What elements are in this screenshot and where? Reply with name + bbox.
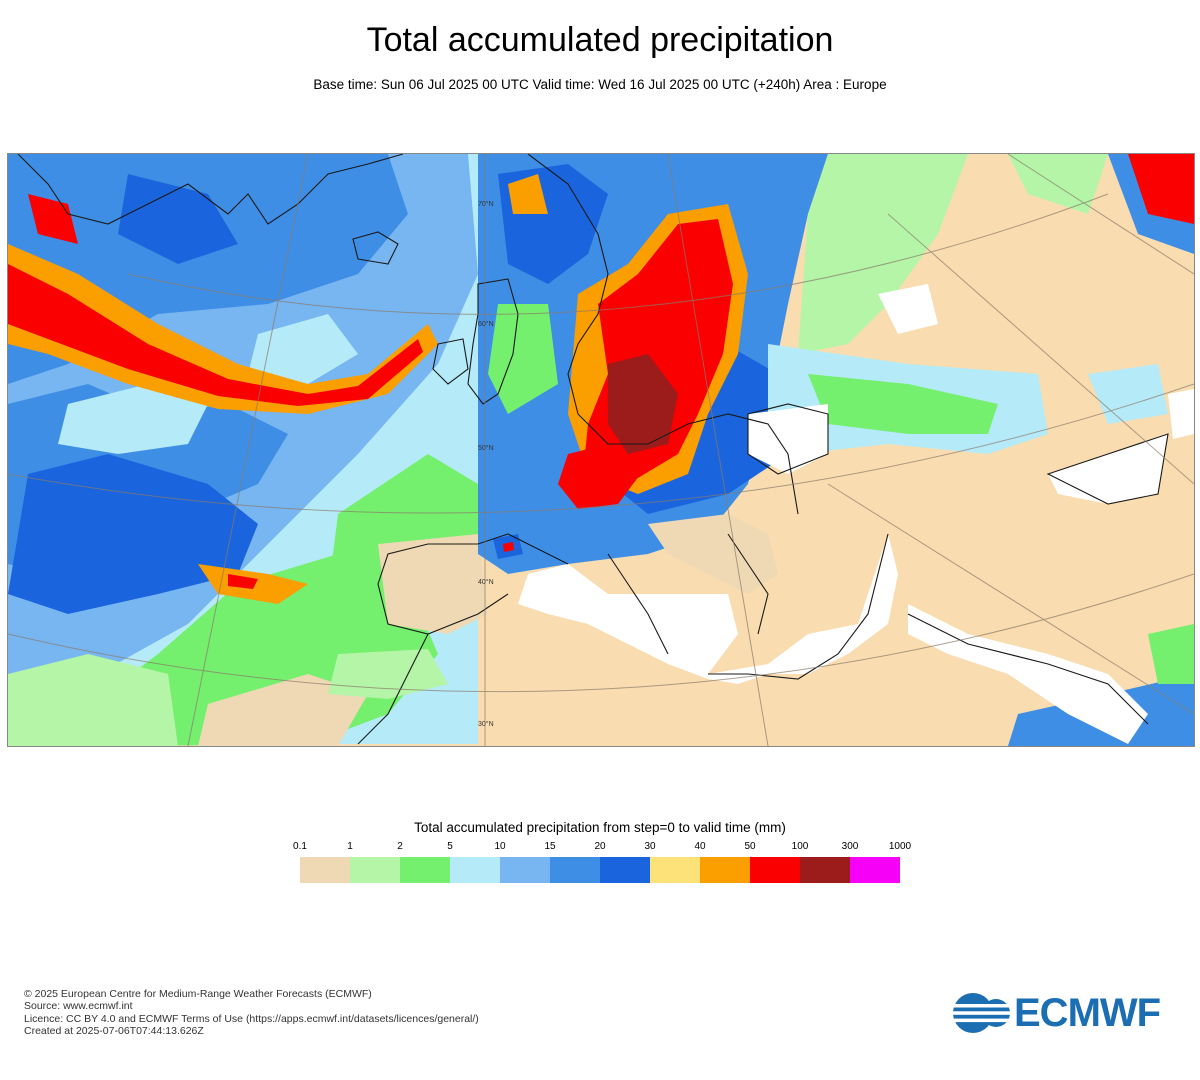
lat-label-30: 30°N xyxy=(478,720,494,728)
atlantic-rain-band xyxy=(8,194,438,604)
legend-swatch xyxy=(350,857,400,883)
page-title: Total accumulated precipitation xyxy=(366,21,834,59)
legend-tick-label: 5 xyxy=(447,841,453,852)
dry-seas xyxy=(518,284,1194,744)
legend-tick-label: 0.1 xyxy=(293,841,307,852)
corsica-red-spot xyxy=(503,542,514,552)
legend-title: Total accumulated precipitation from ste… xyxy=(414,820,786,835)
legend-tick-label: 40 xyxy=(694,841,706,852)
east-europe-precip xyxy=(768,154,1194,746)
legend-swatch xyxy=(450,857,500,883)
lat-label-50: 50°N xyxy=(478,444,494,452)
legend-swatch xyxy=(600,857,650,883)
legend-swatch xyxy=(400,857,450,883)
precipitation-map[interactable]: 70°N 60°N 50°N 40°N 30°N xyxy=(7,153,1195,747)
ecmwf-logo[interactable]: ECMWF xyxy=(952,990,1182,1036)
legend-swatch xyxy=(800,857,850,883)
legend-tick-label: 10 xyxy=(494,841,506,852)
legend-tick-label: 50 xyxy=(744,841,756,852)
lat-label-70: 70°N xyxy=(478,200,494,208)
map-canvas: 70°N 60°N 50°N 40°N 30°N xyxy=(8,154,1194,746)
legend-tick-label: 30 xyxy=(644,841,656,852)
legend-tick-label: 20 xyxy=(594,841,606,852)
legend-tick-label: 15 xyxy=(544,841,556,852)
lat-label-60: 60°N xyxy=(478,320,494,328)
legend-tick-label: 2 xyxy=(397,841,403,852)
legend-swatch xyxy=(850,857,900,883)
legend-swatch xyxy=(700,857,750,883)
footer-copyright: © 2025 European Centre for Medium-Range … xyxy=(24,988,372,1000)
footer-source[interactable]: Source: www.ecmwf.int xyxy=(24,1000,133,1013)
legend-tick-label: 300 xyxy=(841,841,859,852)
legend-swatch xyxy=(500,857,550,883)
legend-tick-label: 100 xyxy=(791,841,809,852)
legend-colorbar xyxy=(300,857,900,883)
legend-swatch xyxy=(550,857,600,883)
legend-swatch xyxy=(750,857,800,883)
graticule xyxy=(8,154,1194,746)
latitude-labels: 70°N 60°N 50°N 40°N 30°N xyxy=(478,200,494,728)
iberia-africa-precip xyxy=(198,534,488,746)
page-subtitle: Base time: Sun 06 Jul 2025 00 UTC Valid … xyxy=(313,77,887,92)
coastlines xyxy=(17,154,1169,745)
legend-swatch xyxy=(300,857,350,883)
lat-label-40: 40°N xyxy=(478,578,494,586)
footer-licence[interactable]: Licence: CC BY 4.0 and ECMWF Terms of Us… xyxy=(24,1012,479,1025)
footer-credits: © 2025 European Centre for Medium-Range … xyxy=(24,988,479,1037)
legend-tick-label: 1000 xyxy=(888,841,912,852)
legend-tick-label: 1 xyxy=(347,841,353,852)
ecmwf-logo-text: ECMWF xyxy=(1014,991,1161,1035)
legend-ticks: 0.1 1 2 5 10 15 20 30 40 50 100 300 1000 xyxy=(293,841,911,855)
footer-created: Created at 2025-07-06T07:44:13.626Z xyxy=(24,1024,204,1037)
ecmwf-logo-icon xyxy=(952,993,1010,1033)
legend-swatch xyxy=(650,857,700,883)
europe-precip-field xyxy=(478,154,828,574)
